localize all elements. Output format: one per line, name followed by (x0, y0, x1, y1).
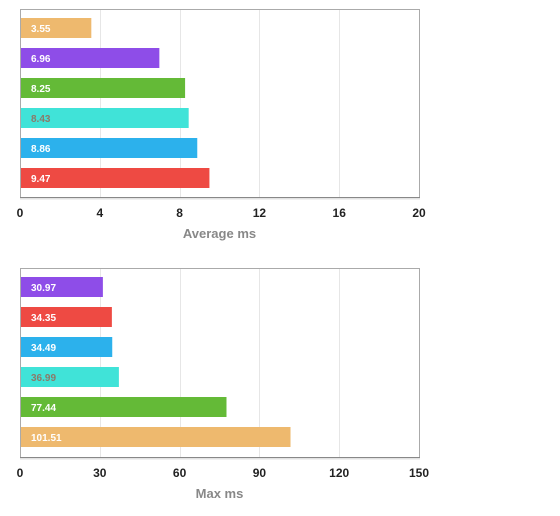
x-axis-title: Max ms (196, 486, 244, 501)
bar-2 (20, 307, 112, 327)
chart-panel-2: 30.97 34.35 34.49 36.99 77.44 101.51 0 30 60 90 12… (17, 268, 429, 501)
bar-5 (20, 397, 227, 417)
bar-value-label-4: 36.99 (31, 373, 56, 384)
bar-1 (20, 277, 103, 297)
x-tick-label-4: 120 (329, 466, 349, 480)
bar-value-label-6: 9.47 (31, 174, 51, 185)
bar-value-label-3: 34.49 (31, 343, 56, 354)
bar-value-label-2: 34.35 (31, 313, 56, 324)
x-axis-title: Average ms (183, 226, 256, 241)
x-tick-label-2: 60 (173, 466, 187, 480)
bar-value-label-5: 77.44 (31, 403, 56, 414)
bar-6 (20, 168, 210, 188)
bar-4 (20, 367, 119, 387)
x-tick-label-5: 20 (412, 206, 426, 220)
x-tick-label-4: 16 (333, 206, 347, 220)
bar-value-label-1: 3.55 (31, 24, 51, 35)
bar-4 (20, 108, 189, 128)
plot-frame (20, 9, 420, 197)
x-tick-label-1: 4 (96, 206, 103, 220)
x-tick-label-3: 90 (253, 466, 267, 480)
bar-value-label-2: 6.96 (31, 54, 51, 65)
bar-3 (20, 337, 113, 357)
plot-frame (20, 268, 420, 457)
bar-2 (20, 48, 160, 68)
x-tick-label-5: 150 (409, 466, 429, 480)
bar-value-label-3: 8.25 (31, 84, 51, 95)
bar-5 (20, 138, 198, 158)
x-tick-label-0: 0 (17, 466, 24, 480)
x-tick-label-0: 0 (17, 206, 24, 220)
bar-value-label-4: 8.43 (31, 114, 51, 125)
bar-value-label-1: 30.97 (31, 283, 56, 294)
bar-value-label-5: 8.86 (31, 144, 51, 155)
bar-1 (20, 18, 92, 38)
x-tick-label-2: 8 (176, 206, 183, 220)
bar-value-label-6: 101.51 (31, 433, 62, 444)
x-tick-label-1: 30 (93, 466, 107, 480)
x-tick-label-3: 12 (253, 206, 267, 220)
chart-panel-1: 3.55 6.96 8.25 8.43 8.86 9.47 0 4 8 12 16 20 Average… (17, 9, 426, 241)
bar-3 (20, 78, 186, 98)
bar-6 (20, 427, 291, 447)
